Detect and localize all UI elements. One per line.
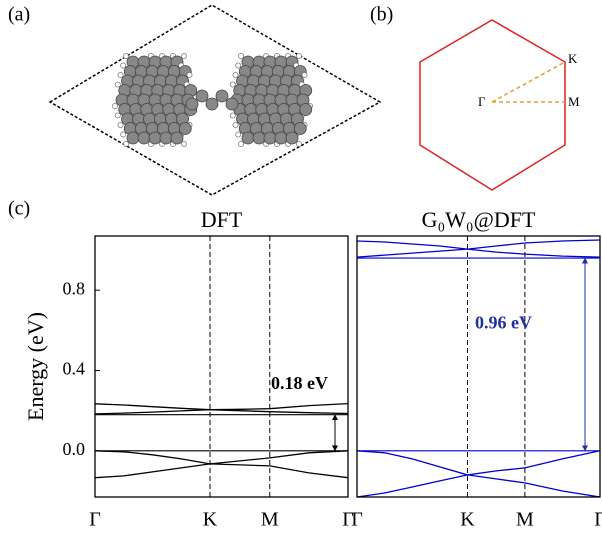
carbon-atom (127, 132, 139, 144)
hydrogen-atom (121, 63, 126, 68)
carbon-atom (216, 90, 228, 102)
point-label: M (568, 94, 580, 109)
y-tick-label: 0.8 (63, 278, 86, 298)
carbon-atom (171, 132, 183, 144)
hydrogen-atom (118, 122, 123, 127)
hydrogen-atom (233, 72, 238, 77)
carbon-atom (253, 132, 265, 144)
gap-label: 0.18 eV (271, 373, 328, 393)
x-tick-label: Γ (89, 509, 101, 531)
carbon-atom (226, 98, 238, 110)
panel-label: (a) (8, 4, 30, 26)
hydrogen-atom (112, 103, 117, 108)
hydrogen-atom (123, 141, 128, 146)
x-tick-label: M (261, 509, 279, 531)
x-tick-label: K (203, 509, 218, 531)
hydrogen-atom (302, 72, 307, 77)
hydrogen-atom (115, 113, 120, 118)
carbon-atom (275, 132, 287, 144)
hydrogen-atom (181, 53, 186, 58)
plot-frame (357, 236, 600, 497)
hydrogen-atom (181, 141, 186, 146)
carbon-atom (149, 132, 161, 144)
panel-label: (b) (370, 4, 393, 26)
band (95, 410, 348, 414)
figure: (a) (b) (c) Γ K M DFT Energy (eV) Γ K M Γ 0.0 0… (0, 0, 602, 536)
hydrogen-atom (230, 113, 235, 118)
hydrogen-atom (123, 53, 128, 58)
k-path (492, 62, 565, 102)
carbon-atom (160, 132, 172, 144)
band (357, 451, 600, 475)
molecule (112, 53, 312, 146)
hydrogen-atom (238, 53, 243, 58)
x-tick-label: Γ (594, 509, 602, 531)
gap-label: 0.96 eV (475, 313, 532, 333)
x-tick-label: K (460, 509, 475, 531)
hydrogen-atom (230, 82, 235, 87)
point-label: Γ (478, 94, 486, 109)
carbon-atom (179, 123, 191, 135)
y-tick-label: 0.0 (63, 439, 86, 459)
hydrogen-atom (296, 53, 301, 58)
panel-label: (c) (8, 198, 30, 220)
carbon-atom (264, 132, 276, 144)
band (95, 464, 348, 478)
carbon-atom (138, 132, 150, 144)
band (357, 475, 600, 497)
x-tick-label: Γ (351, 509, 363, 531)
hydrogen-atom (238, 141, 243, 146)
carbon-atom (242, 132, 254, 144)
band (95, 404, 348, 410)
chart-title: DFT (201, 207, 243, 232)
point-label: K (568, 51, 578, 66)
hydrogen-atom (236, 63, 241, 68)
carbon-atom (196, 90, 208, 102)
y-axis-label: Energy (eV) (23, 312, 48, 421)
hydrogen-atom (118, 72, 123, 77)
chart-title: G₀W₀@DFT (422, 207, 536, 232)
brillouin-zone (420, 20, 565, 190)
hydrogen-atom (187, 72, 192, 77)
band (95, 451, 348, 464)
carbon-atom (286, 132, 298, 144)
x-tick-label: M (516, 509, 534, 531)
hydrogen-atom (296, 141, 301, 146)
carbon-atom (206, 98, 218, 110)
plot-frame (95, 236, 348, 497)
hydrogen-atom (121, 132, 126, 137)
hydrogen-atom (236, 132, 241, 137)
carbon-atom (294, 123, 306, 135)
carbon-atom (300, 104, 312, 116)
y-tick-label: 0.4 (63, 359, 86, 379)
carbon-atom (186, 98, 198, 110)
hydrogen-atom (115, 82, 120, 87)
hydrogen-atom (233, 122, 238, 127)
